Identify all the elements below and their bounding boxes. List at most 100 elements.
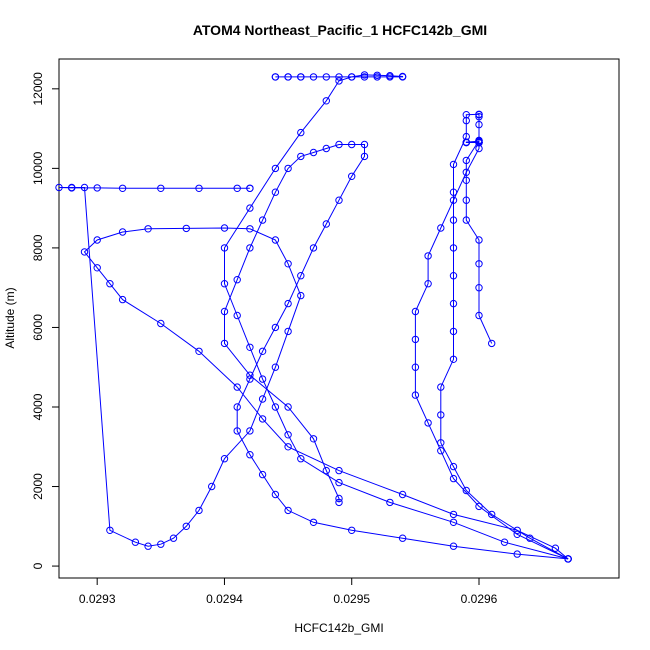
data-point [246, 451, 254, 459]
data-point [437, 411, 445, 419]
data-point [335, 466, 343, 475]
data-point [449, 474, 458, 483]
data-point [93, 236, 101, 244]
data-point [157, 184, 165, 193]
data-point [526, 534, 534, 542]
data-point [398, 534, 407, 542]
data-point [271, 73, 280, 81]
data-point [462, 156, 470, 165]
data-point [220, 224, 229, 232]
data-point [93, 264, 101, 272]
data-point [500, 538, 509, 546]
data-point [169, 534, 178, 542]
data-point [258, 395, 267, 403]
data-point [284, 299, 292, 308]
data-point [309, 148, 318, 157]
data-point [348, 526, 356, 534]
data-point [462, 138, 470, 147]
data-point [233, 383, 241, 391]
data-point [157, 540, 165, 548]
series-5 [411, 136, 572, 563]
data-point [360, 71, 369, 79]
data-point [335, 140, 343, 149]
data-point [157, 319, 165, 328]
data-point [258, 415, 267, 423]
data-point [258, 216, 267, 224]
data-point [271, 188, 280, 196]
data-point [246, 225, 254, 233]
data-point [373, 73, 381, 81]
data-point [348, 172, 356, 181]
data-point [68, 184, 76, 192]
data-point [195, 184, 203, 193]
data-point [195, 506, 203, 515]
data-point [246, 375, 254, 383]
data-point [449, 244, 458, 252]
data-point [449, 542, 458, 550]
data-point [449, 299, 458, 308]
data-point [309, 244, 318, 252]
data-point [246, 204, 254, 212]
data-point [513, 526, 521, 534]
data-point [284, 506, 292, 515]
data-point [449, 160, 458, 169]
data-point [284, 431, 292, 439]
data-point [475, 284, 483, 292]
data-point [233, 311, 241, 320]
data-point [348, 73, 356, 81]
data-point [551, 544, 560, 552]
y-tick-label: 4000 [31, 393, 45, 420]
data-point [297, 291, 305, 300]
data-point [398, 73, 407, 81]
series-2 [220, 140, 572, 563]
data-point [271, 403, 280, 411]
data-point [488, 339, 496, 348]
data-point [411, 363, 420, 371]
data-point [322, 220, 330, 228]
data-point [271, 490, 280, 499]
data-point [449, 518, 458, 526]
data-point [335, 498, 343, 507]
series-line [414, 140, 569, 560]
data-point [220, 244, 229, 252]
data-point [398, 490, 407, 499]
series-line [224, 74, 569, 560]
data-point [322, 466, 330, 475]
data-point [258, 347, 267, 355]
data-point [462, 486, 470, 495]
y-tick-label: 2000 [31, 473, 45, 500]
data-point [182, 224, 191, 233]
data-point [80, 183, 89, 192]
data-point [118, 184, 127, 193]
data-point [80, 248, 89, 256]
series-line [224, 144, 569, 560]
y-tick-label: 10000 [31, 151, 45, 185]
data-point [284, 164, 292, 173]
data-point [513, 550, 521, 558]
data-point [144, 542, 152, 550]
y-tick-label: 6000 [31, 314, 45, 341]
data-point [258, 470, 267, 479]
data-point [220, 339, 229, 348]
y-tick-label: 8000 [31, 234, 45, 261]
data-point [348, 140, 356, 149]
data-point [475, 311, 483, 320]
data-point [475, 120, 483, 129]
data-point [449, 216, 458, 224]
data-point [462, 111, 470, 119]
data-point [284, 73, 292, 81]
data-point [462, 196, 470, 204]
data-point [246, 427, 254, 435]
data-point [309, 518, 318, 526]
data-point [297, 128, 305, 137]
data-point [335, 478, 343, 487]
data-point [233, 427, 241, 435]
data-point [271, 323, 280, 332]
data-point [437, 224, 445, 232]
data-point [258, 375, 267, 383]
series-1 [55, 183, 572, 563]
chart-title: ATOM4 Northeast_Pacific_1 HCFC142b_GMI [193, 22, 487, 38]
series-layer [55, 71, 572, 563]
data-point [284, 443, 292, 451]
data-point [297, 272, 305, 280]
